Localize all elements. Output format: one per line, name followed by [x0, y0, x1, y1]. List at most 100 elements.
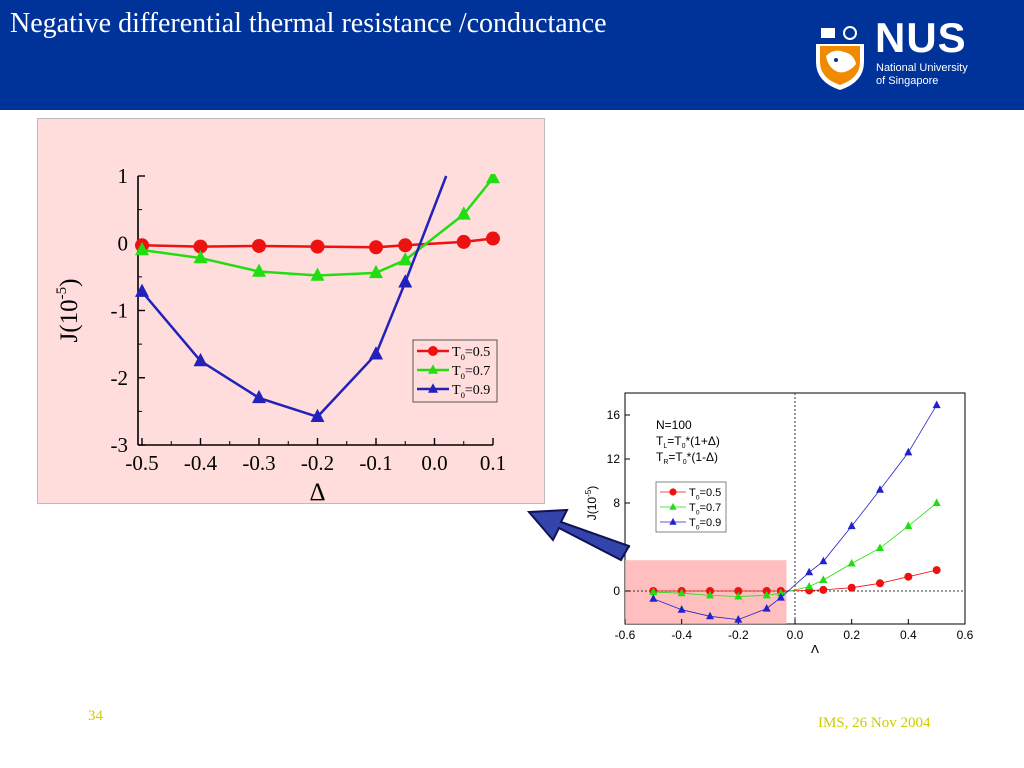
full-y-tick-label: 8: [613, 496, 620, 510]
slide-number: 34: [88, 708, 103, 724]
full-legend-label-base: T: [689, 487, 696, 499]
full-data-point: [776, 588, 785, 597]
full-legend-label-sub: 0: [696, 509, 700, 516]
zoom-data-point: [398, 238, 413, 253]
full-annotation-tl: TL=T0*(1+Δ): [656, 434, 720, 450]
full-legend-label: T0=0.9: [689, 517, 721, 531]
nus-logo: NUS National University of Singapore: [812, 14, 987, 98]
zoom-data-point: [310, 267, 325, 281]
full-data-point: [762, 590, 771, 599]
full-annotation-n: N=100: [656, 418, 692, 432]
full-data-point: [932, 400, 941, 409]
full-data-point: [904, 521, 913, 530]
full-annotation-tr-sub: R: [663, 459, 668, 466]
zoom-x-tick-label: -0.2: [301, 451, 334, 475]
full-annotation-tr-sub2: 0: [683, 459, 687, 466]
zoom-legend-label: T0=0.9: [452, 383, 490, 400]
full-data-point: [734, 615, 743, 623]
full-legend: T0=0.5T0=0.7T0=0.9: [655, 481, 727, 533]
zoom-data-point: [193, 239, 208, 254]
full-y-axis-label-base: J(10: [585, 497, 599, 521]
zoom-data-point: [135, 241, 149, 256]
zoom-plot-area: [135, 174, 500, 423]
zoom-x-tick-label: 0.1: [480, 451, 506, 475]
full-data-point: [904, 572, 913, 581]
zoom-data-point: [369, 240, 383, 255]
full-legend-label-tail: =0.5: [700, 487, 722, 499]
full-y-axis-label-close: ): [585, 486, 599, 490]
full-legend-marker: [669, 502, 677, 510]
full-data-point: [932, 498, 941, 506]
full-series-line-0.7: [653, 502, 937, 597]
zoom-legend-label-base: T: [452, 364, 461, 379]
zoom-series-line-0.7: [141, 177, 494, 277]
zoom-x-tick-label: -0.4: [184, 451, 218, 475]
zoom-arrow-shape: [526, 508, 631, 562]
zoom-legend-label-tail: =0.7: [465, 364, 490, 379]
full-data-point: [819, 585, 828, 594]
zoom-x-tick-label: -0.5: [125, 451, 158, 475]
full-data-point: [904, 447, 913, 456]
zoom-legend-label-tail: =0.5: [465, 345, 490, 360]
zoom-legend-marker: [428, 364, 438, 374]
full-y-axis-label: J(10-5): [584, 486, 599, 520]
zoom-series-line-0.5: [141, 237, 494, 249]
full-legend-label-base: T: [689, 502, 696, 514]
zoom-data-point: [310, 239, 325, 254]
zoom-legend-marker: [428, 346, 438, 356]
full-annotation-tl-sub: L: [663, 443, 667, 450]
zoom-y-tick-label: -2: [111, 366, 129, 390]
zoom-y-axis-label-close: ): [56, 279, 83, 287]
full-data-point: [932, 566, 941, 575]
full-data-point: [649, 594, 658, 602]
footer-date: IMS, 26 Nov 2004: [818, 715, 931, 731]
zoom-x-axis-label: Δ: [309, 479, 325, 504]
zoom-data-point: [456, 234, 471, 249]
zoom-data-point: [369, 346, 383, 360]
zoom-x-tick-label: -0.3: [242, 451, 275, 475]
zoom-data-point: [369, 264, 383, 279]
logo-subtitle-line2: of Singapore: [876, 75, 939, 87]
zoom-y-axis-label-base: J(10: [56, 299, 83, 342]
zoom-x-tick-label: 0.0: [421, 451, 447, 475]
zoom-legend-label-base: T: [452, 383, 461, 398]
full-legend-marker: [669, 488, 677, 496]
full-x-tick-label: -0.4: [671, 628, 692, 642]
zoom-data-point: [310, 408, 325, 423]
full-data-point: [847, 521, 856, 530]
full-data-point: [847, 558, 856, 567]
full-data-point: [734, 587, 743, 595]
full-legend-label: T0=0.5: [689, 487, 721, 501]
full-annotation-tl-tail: *(1+Δ): [686, 434, 720, 448]
full-x-tick-label: 0.2: [843, 628, 860, 642]
zoom-y-tick-label: 1: [118, 164, 129, 188]
zoom-data-point: [252, 389, 266, 404]
zoomed-current-chart: -0.5 -0.4 -0.3 -0.2 -0.1 0.0 0.1 1 0 -1 -2 -3 Δ J(10-…: [37, 118, 545, 504]
full-x-tick-label: 0.4: [900, 628, 917, 642]
full-data-point: [819, 575, 828, 583]
full-x-axis-label: Δ: [811, 642, 820, 653]
zoom-data-point: [193, 249, 208, 264]
full-annotation-tr-base: T: [656, 450, 664, 464]
zoom-legend-label: T0=0.7: [452, 364, 490, 381]
full-x-tick-label: 0.6: [957, 628, 974, 642]
full-legend-label: T0=0.7: [689, 502, 721, 516]
zoom-x-tick-label: -0.1: [359, 451, 392, 475]
full-data-point: [805, 567, 814, 576]
zoom-legend-label-base: T: [452, 345, 461, 360]
zoom-data-point: [135, 283, 149, 297]
zoom-legend-label-sub: 0: [461, 352, 465, 362]
full-y-tick-label: 16: [607, 408, 621, 422]
full-data-point: [876, 543, 884, 552]
full-data-point: [649, 587, 658, 596]
zoom-y-axis-label-exp: -5: [54, 287, 70, 300]
full-data-point: [677, 605, 686, 613]
zoom-data-point: [456, 206, 471, 220]
full-x-tick-label: -0.6: [615, 628, 636, 642]
logo-subtitle-line1: National University: [876, 62, 968, 74]
full-current-chart: -0.6-0.4-0.20.00.20.40.61612840ΔJ(10-5)N…: [584, 392, 974, 653]
zoom-data-point: [193, 352, 208, 367]
full-legend-marker: [669, 517, 677, 525]
full-data-point: [762, 604, 771, 612]
zoom-legend-marker: [428, 383, 438, 393]
